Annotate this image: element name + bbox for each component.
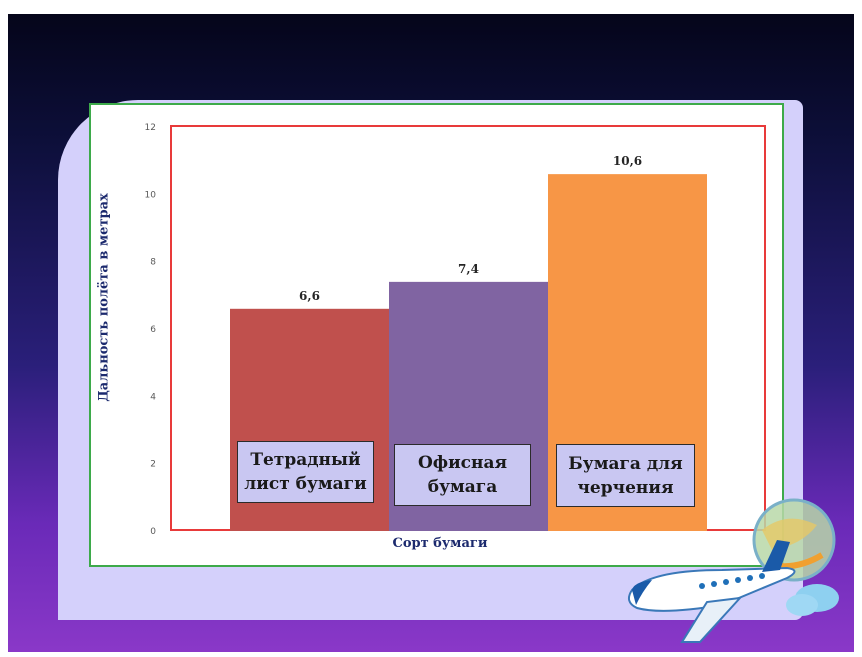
- y-tick-label: 4: [150, 392, 156, 402]
- y-tick-label: 6: [150, 325, 156, 335]
- data-label: 6,6: [299, 289, 320, 303]
- y-axis-title: Дальность полёта в метрах: [96, 193, 112, 402]
- y-tick-label: 8: [150, 258, 156, 268]
- x-axis-title: Сорт бумаги: [392, 536, 488, 551]
- data-label: 10,6: [613, 154, 642, 168]
- y-tick-label: 0: [150, 527, 156, 537]
- y-tick-label: 2: [150, 460, 156, 470]
- category-label-line: Бумага для: [568, 453, 683, 474]
- data-label: 7,4: [458, 262, 479, 276]
- y-tick-label: 12: [145, 123, 156, 133]
- category-label-line: Офисная: [417, 453, 508, 473]
- category-label: Офисная бумага: [394, 444, 531, 506]
- category-label-line: бумага: [427, 477, 498, 497]
- category-label-line: Тетрадный: [250, 450, 361, 470]
- category-label-line: черчения: [577, 477, 674, 498]
- category-label: Тетрадный лист бумаги: [237, 441, 374, 503]
- category-label: Бумага для черчения: [556, 444, 695, 507]
- airplane-icon: [627, 498, 839, 643]
- y-tick-label: 10: [145, 190, 157, 200]
- category-label-line: лист бумаги: [244, 474, 367, 494]
